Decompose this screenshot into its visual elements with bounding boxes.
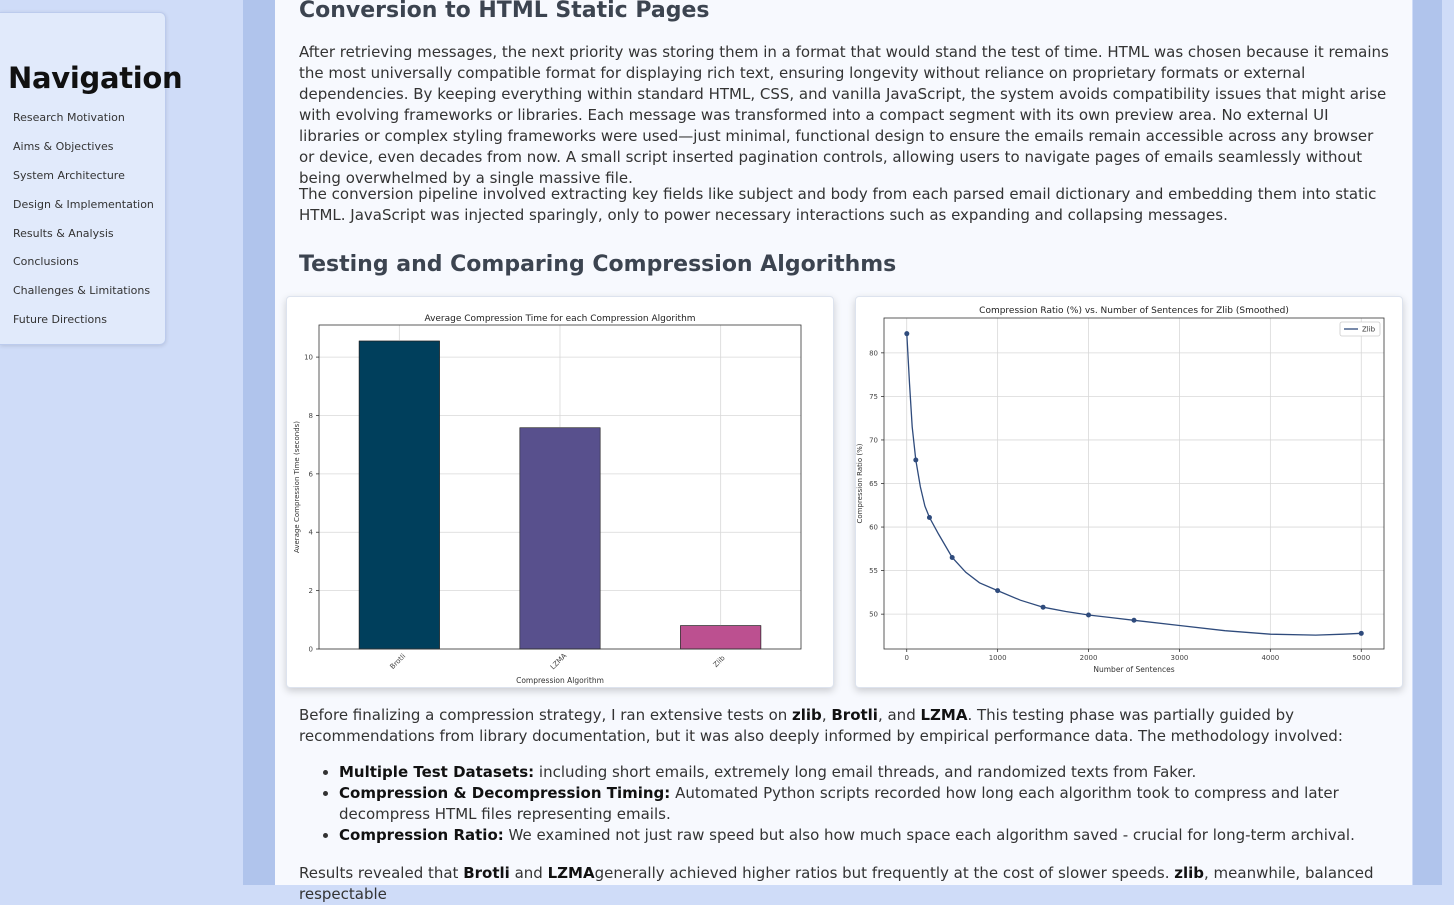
data-point (1040, 604, 1046, 610)
section-heading-conversion: Conversion to HTML Static Pages (299, 0, 710, 23)
results-bold-brotli: Brotli (463, 864, 510, 882)
chart-card-line: Compression Ratio (%) vs. Number of Sent… (855, 296, 1403, 688)
series-line-zlib (906, 333, 1362, 636)
y-tick-label: 80 (869, 349, 878, 357)
data-point (1086, 612, 1092, 618)
intro-bold-lzma: LZMA (920, 706, 968, 724)
methodology-item: Compression Ratio: We examined not just … (339, 825, 1391, 846)
results-bold-lzma: LZMA (547, 864, 595, 882)
y-tick-label: 8 (309, 412, 313, 420)
methodology-item-title: Multiple Test Datasets: (339, 763, 535, 781)
chart-card-bar: Average Compression Time for each Compre… (286, 296, 834, 688)
y-tick-label: 70 (869, 436, 878, 444)
x-tick-label: 0 (904, 654, 908, 662)
nav-list: Research Motivation Aims & Objectives Syst… (13, 110, 154, 341)
x-tick-label: LZMA (549, 652, 569, 672)
intro-text-post: . This testing phase was partially guide… (299, 706, 1343, 745)
nav-item-results-analysis[interactable]: Results & Analysis (13, 226, 114, 240)
nav-item-aims-objectives[interactable]: Aims & Objectives (13, 139, 114, 153)
data-point (949, 555, 955, 561)
results-text-mid1: and (509, 864, 548, 882)
x-tick-label: Brotli (389, 652, 408, 671)
y-tick-label: 50 (869, 611, 878, 619)
intro-text-pre: Before finalizing a compression strategy… (299, 706, 793, 724)
bar-zlib-top (680, 625, 762, 650)
chart-title: Average Compression Time for each Compre… (424, 314, 695, 324)
legend-box (1339, 321, 1381, 337)
y-tick-label: 65 (869, 480, 878, 488)
x-tick-label: 5000 (1352, 654, 1370, 662)
data-point (1358, 630, 1364, 636)
y-axis-label: Compression Ratio (%) (856, 443, 864, 523)
methodology-item: Multiple Test Datasets: including short … (339, 762, 1391, 783)
nav-item-research-motivation[interactable]: Research Motivation (13, 111, 125, 124)
methodology-item-text: We examined not just raw speed but also … (503, 826, 1355, 844)
background-stripe-left (243, 0, 275, 885)
nav-item-conclusions[interactable]: Conclusions (13, 255, 79, 269)
y-axis-label: Average Compression Time (seconds) (293, 421, 301, 553)
paragraph-conversion-1: After retrieving messages, the next prio… (299, 43, 1389, 187)
data-point (926, 514, 932, 520)
x-axis-label: Number of Sentences (1093, 665, 1174, 674)
methodology-item-title: Compression & Decompression Timing: (339, 784, 671, 802)
y-tick-label: 6 (309, 470, 314, 478)
x-tick-label: 4000 (1261, 654, 1279, 662)
plot-frame (318, 324, 802, 650)
data-point (913, 457, 919, 463)
paragraph-conversion-2: The conversion pipeline involved extract… (299, 185, 1377, 224)
methodology-item-text: including short emails, extremely long e… (534, 763, 1197, 781)
y-tick-label: 0 (309, 646, 313, 654)
nav-item-challenges-limitations[interactable]: Challenges & Limitations (13, 284, 151, 298)
x-axis-label: Compression Algorithm (516, 676, 604, 685)
x-tick-label: 1000 (989, 654, 1007, 662)
methodology-item-text: Automated Python scripts recorded how lo… (339, 784, 1339, 823)
paragraph-results: Results revealed that Brotli and LZMAgen… (299, 863, 1391, 905)
legend-label: Zlib (1362, 326, 1376, 334)
navigation-sidebar: Navigation Research Motivation Aims & Obj… (0, 12, 183, 345)
data-point (1131, 617, 1137, 623)
section-heading-compression: Testing and Comparing Compression Algori… (299, 252, 897, 277)
bar-brotli-top (358, 340, 440, 650)
y-tick-label: 10 (304, 354, 313, 362)
y-tick-label: 75 (869, 393, 878, 401)
bar-lzma-top (519, 427, 601, 650)
bar-chart: Average Compression Time for each Compre… (293, 314, 802, 685)
intro-bold-zlib: zlib (792, 706, 822, 724)
x-tick-label: 3000 (1171, 654, 1189, 662)
nav-item-future-directions[interactable]: Future Directions (13, 313, 107, 327)
methodology-item-title: Compression Ratio: (339, 826, 504, 844)
data-point (995, 588, 1001, 594)
x-tick-label: Zlib (712, 654, 727, 669)
nav-title: Navigation (8, 61, 183, 95)
x-tick-label: 2000 (1080, 654, 1098, 662)
results-text-pre: Results revealed that (299, 864, 464, 882)
paragraph-compression-intro: Before finalizing a compression strategy… (299, 705, 1391, 747)
data-point (904, 331, 910, 337)
chart-title: Compression Ratio (%) vs. Number of Sent… (979, 306, 1289, 316)
y-tick-label: 2 (309, 587, 313, 595)
nav-item-design-implementation[interactable]: Design & Implementation (13, 197, 154, 211)
y-tick-label: 55 (869, 567, 878, 575)
main-content: Conversion to HTML Static Pages After re… (275, 0, 1412, 903)
background-stripe-right (1413, 0, 1442, 885)
results-text-mid2: generally achieved higher ratios but fre… (594, 864, 1175, 882)
line-chart: Compression Ratio (%) vs. Number of Sent… (856, 306, 1385, 674)
results-bold-zlib: zlib (1174, 864, 1205, 882)
intro-sep-2: , and (877, 706, 921, 724)
methodology-item: Compression & Decompression Timing: Auto… (339, 783, 1391, 825)
nav-item-system-architecture[interactable]: System Architecture (13, 168, 125, 182)
y-tick-label: 60 (869, 524, 878, 532)
methodology-list: Multiple Test Datasets: including short … (339, 762, 1391, 846)
intro-bold-brotli: Brotli (831, 706, 878, 724)
intro-sep-1: , (821, 706, 832, 724)
y-tick-label: 4 (309, 529, 314, 537)
